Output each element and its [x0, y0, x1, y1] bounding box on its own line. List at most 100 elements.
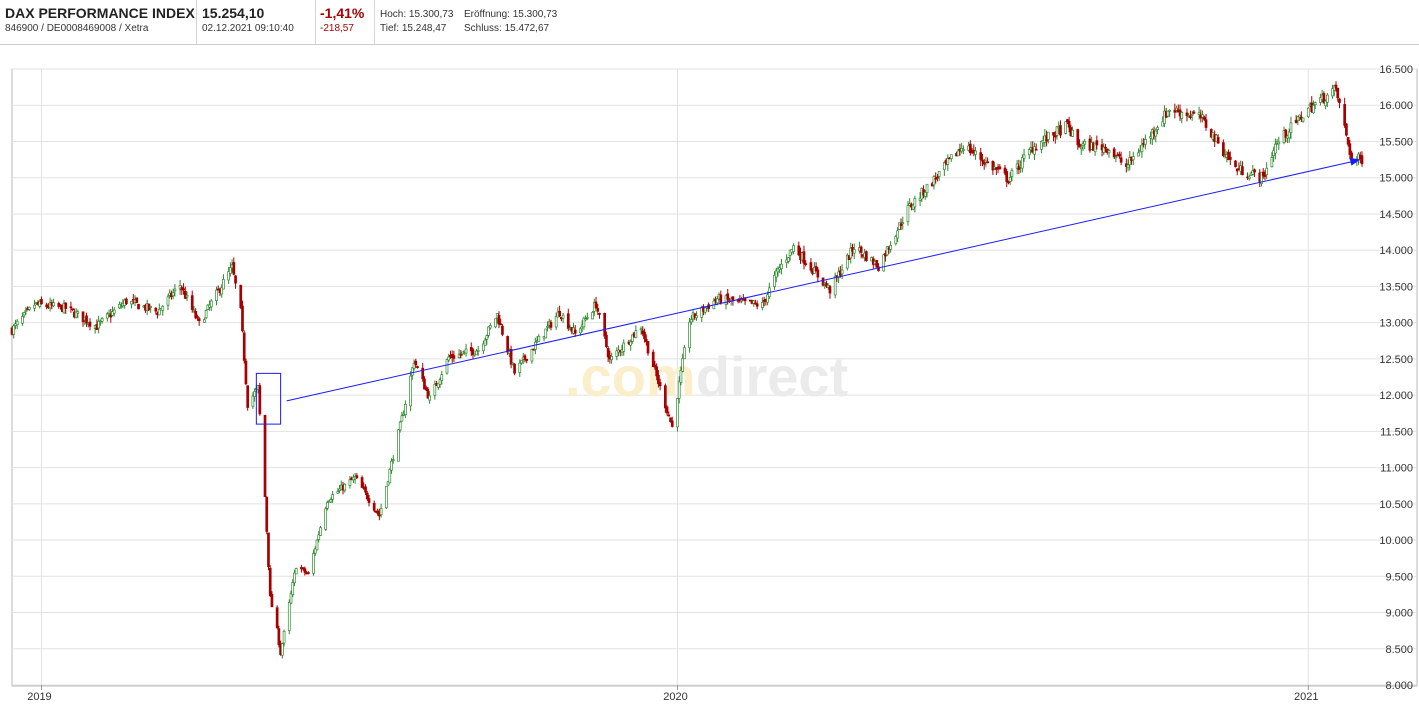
- candle-body: [204, 310, 208, 319]
- candle-body: [452, 355, 456, 359]
- candle-body: [183, 290, 187, 299]
- candle-body: [182, 288, 185, 291]
- open-label: Eröffnung:: [464, 9, 510, 20]
- candle-body: [1131, 156, 1135, 161]
- candle-body: [487, 326, 490, 336]
- y-tick-label: 14.500: [1379, 209, 1413, 221]
- y-tick-label: 8.000: [1385, 680, 1413, 692]
- candle-body: [809, 262, 813, 271]
- candle-body: [663, 385, 667, 409]
- candle-body: [329, 499, 333, 503]
- watermark: .comdirect: [565, 345, 848, 408]
- candle-body: [107, 313, 111, 316]
- candle-body: [901, 222, 905, 224]
- candle-body: [1296, 116, 1300, 121]
- trendline: [286, 161, 1353, 402]
- candle-body: [1052, 132, 1055, 136]
- instrument-name: DAX PERFORMANCE INDEX: [5, 5, 195, 21]
- candle-body: [263, 414, 267, 497]
- candle-body: [397, 429, 400, 462]
- candle-body: [693, 313, 697, 318]
- candle-body: [74, 311, 78, 318]
- candle-body: [882, 254, 886, 272]
- candle-body: [974, 150, 977, 155]
- candle-body: [1156, 127, 1159, 130]
- watermark-suffix: direct: [696, 345, 849, 408]
- candle-body: [667, 414, 671, 417]
- candle-body: [1334, 84, 1338, 89]
- candle-body: [937, 171, 941, 177]
- candle-body: [173, 288, 177, 292]
- candle-body: [499, 323, 503, 326]
- candle-body: [1190, 113, 1194, 116]
- open-value: 15.300,73: [512, 9, 558, 20]
- candle-body: [509, 348, 513, 365]
- candle-body: [889, 245, 892, 250]
- candle-body: [923, 191, 927, 197]
- candle-body: [301, 567, 305, 570]
- y-tick-label: 16.000: [1379, 100, 1413, 112]
- candle-body: [981, 159, 984, 162]
- candle-body: [390, 460, 393, 471]
- candle-body: [934, 177, 938, 180]
- candle-body: [348, 479, 352, 486]
- candle-body: [679, 370, 683, 383]
- overlays: [255, 157, 1361, 425]
- candle-body: [688, 321, 691, 349]
- candle-body: [45, 304, 49, 308]
- candle-body: [21, 316, 24, 324]
- candle-body: [196, 316, 199, 318]
- candle-body: [546, 326, 549, 328]
- candle-body: [436, 382, 440, 388]
- ohlc-cell: Hoch: 15.300,73 Eröffnung: 15.300,73 Tie…: [374, 0, 594, 44]
- candle-body: [27, 306, 31, 310]
- candle-body: [1263, 173, 1267, 177]
- candle-body: [438, 379, 442, 385]
- candle-body: [412, 362, 416, 369]
- candle-body: [1104, 146, 1107, 149]
- candle-body: [816, 269, 820, 278]
- candle-body: [1008, 177, 1012, 182]
- candle-body: [421, 367, 425, 380]
- candle-body: [464, 348, 468, 354]
- candle-body: [700, 306, 704, 318]
- marker-box: [255, 372, 282, 425]
- candle-body: [1192, 111, 1196, 114]
- candle-body: [513, 363, 516, 374]
- candle-body: [1227, 151, 1230, 161]
- candle-body: [814, 266, 818, 272]
- candle-body: [1301, 117, 1305, 122]
- candle-body: [232, 262, 236, 275]
- candle-body: [88, 321, 92, 327]
- candle-body: [267, 532, 270, 568]
- candle-body: [1114, 156, 1118, 158]
- x-axis: 2019 2020 2021: [27, 685, 1319, 703]
- candle-body: [306, 572, 310, 574]
- candle-body: [615, 350, 619, 357]
- candle-body: [203, 319, 206, 323]
- candle-body: [1059, 125, 1062, 136]
- candle-body: [69, 306, 73, 309]
- candle-body: [229, 267, 232, 274]
- y-tick-label: 13.000: [1379, 318, 1413, 330]
- candle-body: [287, 602, 291, 631]
- candle-body: [752, 300, 756, 304]
- candle-body: [251, 395, 255, 407]
- candle-body: [1241, 166, 1244, 176]
- candle-body: [137, 303, 140, 310]
- candle-body: [677, 380, 681, 399]
- candle-body: [894, 236, 898, 245]
- candle-body: [234, 275, 237, 284]
- y-tick-label: 12.000: [1379, 390, 1413, 402]
- y-tick-label: 9.000: [1385, 608, 1413, 620]
- candle-body: [573, 329, 577, 334]
- candle-body: [64, 302, 68, 309]
- candle-body: [166, 296, 170, 306]
- candle-body: [549, 322, 553, 328]
- candle-body: [913, 198, 917, 208]
- candle-body: [81, 311, 85, 323]
- candle-body: [384, 485, 388, 509]
- candle-body: [1040, 140, 1043, 150]
- candle-body: [695, 315, 698, 319]
- candle-body: [610, 356, 613, 361]
